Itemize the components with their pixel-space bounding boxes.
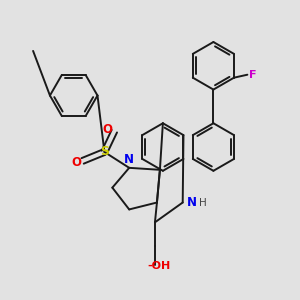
Text: N: N [187,196,197,209]
Text: O: O [103,123,113,136]
Text: F: F [249,70,256,80]
Text: -OH: -OH [148,261,171,272]
Text: S: S [100,146,109,158]
Text: O: O [71,156,81,169]
Text: H: H [199,197,207,208]
Text: N: N [124,153,134,166]
